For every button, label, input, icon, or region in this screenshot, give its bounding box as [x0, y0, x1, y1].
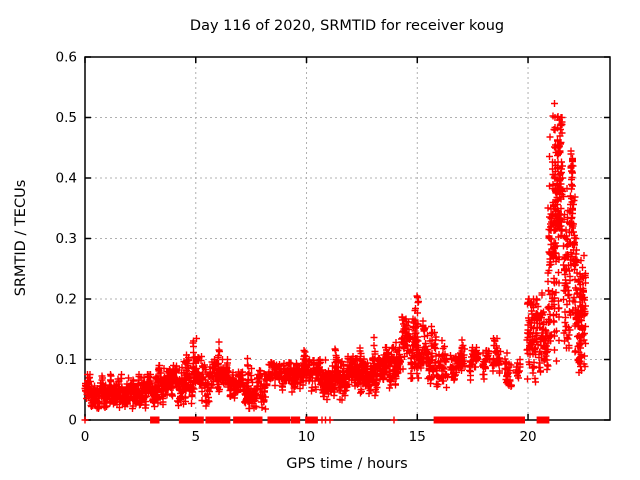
zero-value-run [507, 416, 525, 424]
zero-value-run [448, 416, 475, 424]
zero-value-run [194, 416, 204, 424]
zero-value-run [536, 416, 550, 424]
zero-value-run [490, 416, 511, 424]
y-tick-label: 0.5 [56, 110, 77, 126]
y-tick-label: 0.4 [56, 171, 77, 187]
zero-value-run [433, 416, 451, 424]
x-tick-label: 5 [191, 429, 200, 445]
chart-title: Day 116 of 2020, SRMTID for receiver kou… [190, 18, 504, 34]
y-tick-label: 0.3 [56, 231, 77, 247]
x-tick-label: 0 [81, 429, 90, 445]
zero-value-run [279, 416, 291, 424]
zero-value-run [290, 416, 301, 424]
zero-value-run [267, 416, 282, 424]
zero-value-run [178, 416, 198, 424]
grid-lines [85, 57, 610, 420]
zero-value-run [214, 416, 231, 424]
x-tick-label: 10 [298, 429, 315, 445]
data-points [81, 100, 589, 424]
zero-value-run [150, 416, 160, 424]
zero-value-run [205, 416, 215, 424]
y-tick-label: 0 [68, 413, 77, 429]
x-tick-label: 20 [519, 429, 536, 445]
y-tick-label: 0.2 [56, 292, 77, 308]
y-tick-label: 0.1 [56, 352, 77, 368]
y-tick-label: 0.6 [56, 50, 77, 66]
zero-value-run [233, 416, 256, 424]
zero-value-run [254, 416, 263, 424]
zero-value-run [471, 416, 493, 424]
x-tick-label: 15 [409, 429, 426, 445]
grid-line-set [85, 57, 610, 420]
srmtid-point-markers [81, 100, 589, 424]
y-axis-label: SRMTID / TECUs [13, 180, 29, 297]
tick-labels: 0 5 10 15 20 0 0.1 0.2 0.3 0.4 0.5 0.6 [56, 50, 537, 446]
zero-value-run [305, 416, 318, 424]
x-axis-label: GPS time / hours [286, 456, 407, 472]
